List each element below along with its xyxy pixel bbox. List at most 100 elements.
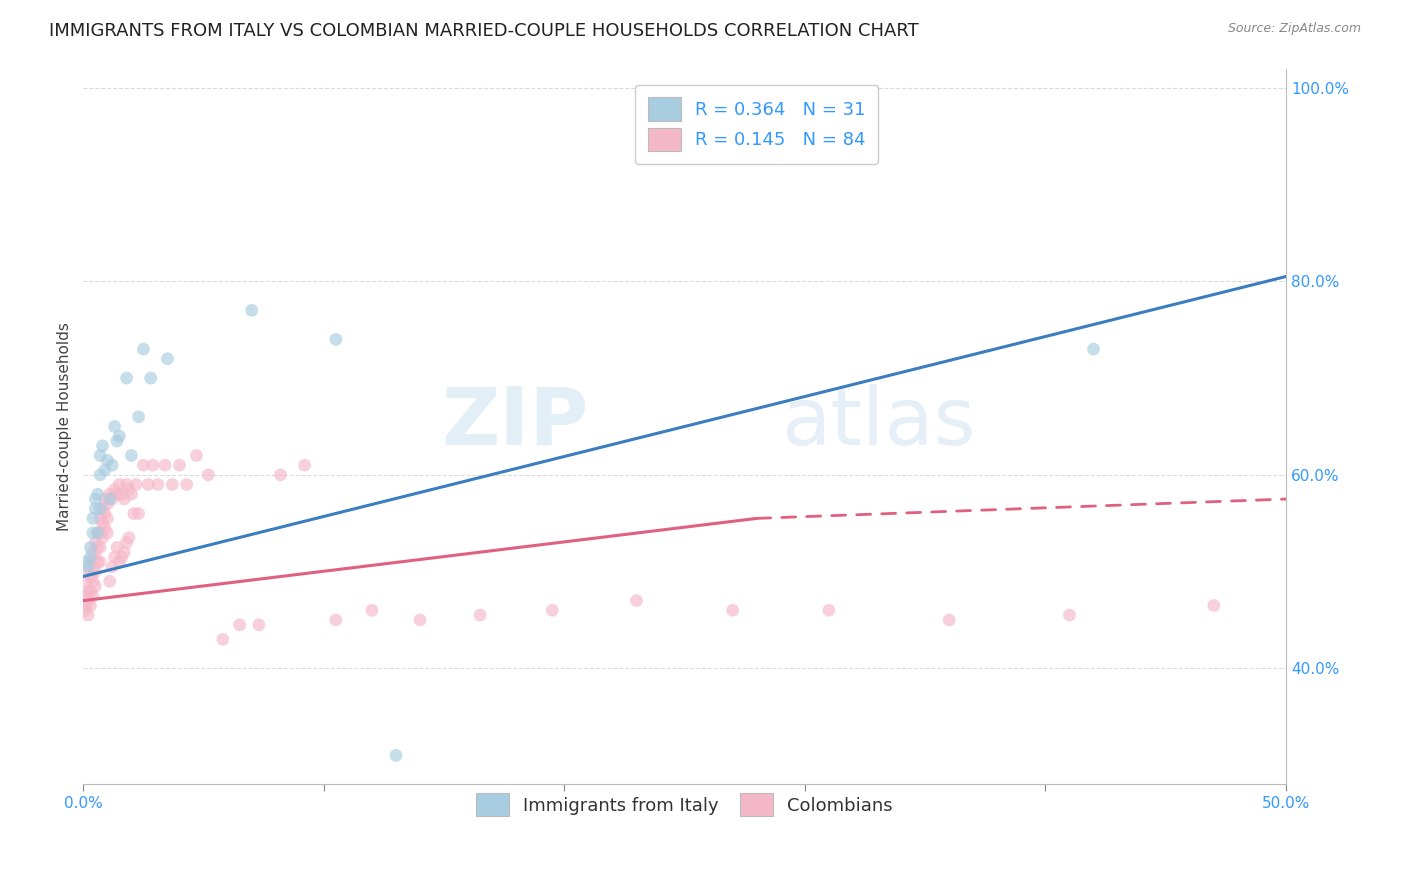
Point xyxy=(176,477,198,491)
Point xyxy=(818,603,841,617)
Point xyxy=(128,409,150,424)
Point xyxy=(75,603,97,617)
Point xyxy=(112,545,135,559)
Point xyxy=(91,516,114,531)
Point xyxy=(87,541,110,555)
Text: Source: ZipAtlas.com: Source: ZipAtlas.com xyxy=(1227,22,1361,36)
Point xyxy=(385,748,408,763)
Point xyxy=(1083,342,1105,356)
Point xyxy=(111,550,134,565)
Point xyxy=(120,449,142,463)
Point xyxy=(103,483,125,497)
Point xyxy=(132,342,155,356)
Text: ZIP: ZIP xyxy=(441,384,589,462)
Point xyxy=(94,491,117,506)
Point xyxy=(91,501,114,516)
Point xyxy=(105,434,128,448)
Point xyxy=(115,535,138,549)
Point xyxy=(112,491,135,506)
Point xyxy=(136,477,159,491)
Point xyxy=(96,511,118,525)
Point xyxy=(87,555,110,569)
Point xyxy=(84,579,107,593)
Point xyxy=(79,550,101,565)
Point xyxy=(626,593,648,607)
Point xyxy=(156,351,179,366)
Point xyxy=(108,555,131,569)
Point xyxy=(89,501,111,516)
Point xyxy=(186,449,208,463)
Point xyxy=(103,419,125,434)
Point xyxy=(101,559,124,574)
Point xyxy=(77,608,100,623)
Text: atlas: atlas xyxy=(780,384,976,462)
Point xyxy=(84,501,107,516)
Point xyxy=(240,303,263,318)
Point xyxy=(84,535,107,549)
Point xyxy=(87,487,110,501)
Point xyxy=(77,583,100,598)
Point xyxy=(77,559,100,574)
Point xyxy=(89,467,111,482)
Point xyxy=(89,449,111,463)
Point xyxy=(79,583,101,598)
Point xyxy=(115,371,138,385)
Point xyxy=(79,599,101,613)
Point xyxy=(108,477,131,491)
Point xyxy=(82,545,104,559)
Point xyxy=(103,550,125,565)
Point xyxy=(75,599,97,613)
Point xyxy=(82,589,104,603)
Point xyxy=(89,541,111,555)
Point xyxy=(101,458,124,472)
Point xyxy=(105,541,128,555)
Point xyxy=(211,632,233,647)
Point xyxy=(98,491,121,506)
Point xyxy=(89,555,111,569)
Point xyxy=(82,511,104,525)
Point xyxy=(153,458,176,472)
Point xyxy=(132,458,155,472)
Point xyxy=(75,574,97,589)
Point xyxy=(162,477,184,491)
Text: IMMIGRANTS FROM ITALY VS COLOMBIAN MARRIED-COUPLE HOUSEHOLDS CORRELATION CHART: IMMIGRANTS FROM ITALY VS COLOMBIAN MARRI… xyxy=(49,22,920,40)
Point xyxy=(139,371,162,385)
Point xyxy=(120,487,142,501)
Point xyxy=(79,541,101,555)
Point xyxy=(94,521,117,535)
Point xyxy=(89,511,111,525)
Point xyxy=(87,525,110,540)
Point xyxy=(1202,599,1225,613)
Point xyxy=(84,565,107,579)
Point xyxy=(87,525,110,540)
Point xyxy=(84,550,107,565)
Point xyxy=(938,613,960,627)
Point xyxy=(82,559,104,574)
Y-axis label: Married-couple Households: Married-couple Households xyxy=(58,322,72,531)
Point xyxy=(75,555,97,569)
Point xyxy=(82,574,104,589)
Point xyxy=(79,555,101,569)
Point xyxy=(94,463,117,477)
Point xyxy=(325,613,347,627)
Point xyxy=(101,491,124,506)
Point xyxy=(118,483,141,497)
Point xyxy=(169,458,191,472)
Point xyxy=(325,332,347,346)
Point xyxy=(721,603,744,617)
Point xyxy=(105,487,128,501)
Point xyxy=(94,507,117,521)
Point xyxy=(361,603,384,617)
Point xyxy=(270,467,292,482)
Point xyxy=(82,525,104,540)
Point xyxy=(470,608,492,623)
Point xyxy=(122,507,145,521)
Point xyxy=(197,467,219,482)
Point xyxy=(128,507,150,521)
Point xyxy=(75,589,97,603)
Point xyxy=(79,569,101,583)
Point xyxy=(98,487,121,501)
Point xyxy=(228,617,250,632)
Point xyxy=(142,458,165,472)
Point xyxy=(84,491,107,506)
